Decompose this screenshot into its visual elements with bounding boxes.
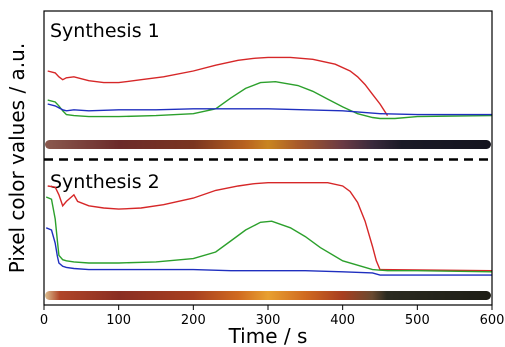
panel-synthesis-2: Synthesis 2 bbox=[45, 171, 493, 300]
series-line-panel2-3 bbox=[45, 227, 492, 276]
x-tick-label: 100 bbox=[106, 313, 131, 328]
series-line-panel2-1 bbox=[47, 182, 493, 272]
series-line-panel1-3 bbox=[47, 103, 492, 116]
x-tick-label: 400 bbox=[330, 313, 355, 328]
panel-title-2: Synthesis 2 bbox=[50, 171, 160, 193]
x-tick-label: 600 bbox=[480, 313, 505, 328]
color-bar-2 bbox=[45, 291, 491, 300]
series-line-panel2-2 bbox=[45, 196, 493, 273]
x-axis-ticks: 0 100 200 300 400 500 600 bbox=[40, 305, 505, 328]
x-tick-label: 500 bbox=[405, 313, 430, 328]
series-line-panel1-2 bbox=[47, 80, 493, 120]
y-axis-label: Pixel color values / a.u. bbox=[5, 43, 29, 273]
plot-frame bbox=[43, 10, 493, 306]
x-tick-label: 300 bbox=[256, 313, 281, 328]
color-bar-1 bbox=[45, 140, 491, 149]
x-tick-label: 200 bbox=[181, 313, 206, 328]
panel-synthesis-1: Synthesis 1 bbox=[45, 20, 493, 149]
series-line-panel1-1 bbox=[47, 56, 389, 116]
x-axis-label: Time / s bbox=[228, 324, 308, 347]
panel-title-1: Synthesis 1 bbox=[50, 20, 160, 42]
x-tick-label: 0 bbox=[40, 313, 48, 328]
